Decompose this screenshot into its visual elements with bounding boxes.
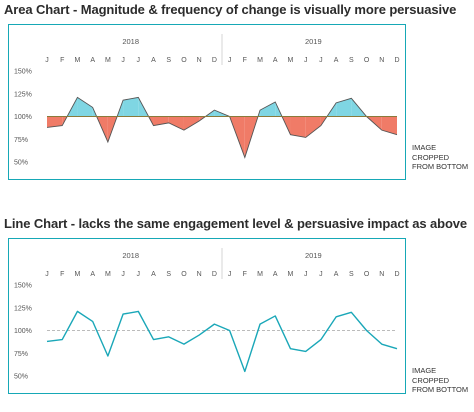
month-tick-label: A <box>334 57 339 64</box>
y-tick-label: 150% <box>14 283 32 290</box>
month-tick-label: N <box>197 271 202 278</box>
month-tick-label: J <box>228 271 232 278</box>
month-tick-label: M <box>257 271 263 278</box>
month-tick-label: F <box>243 57 247 64</box>
month-tick-label: D <box>212 57 217 64</box>
month-tick-label: J <box>304 271 308 278</box>
month-tick-label: S <box>349 271 354 278</box>
y-tick-label: 75% <box>14 137 28 144</box>
month-tick-label: J <box>121 271 125 278</box>
note-line: FROM BOTTOM <box>412 162 469 171</box>
area-below-baseline <box>290 116 306 138</box>
month-tick-label: O <box>181 271 187 278</box>
area-below-baseline <box>183 116 200 131</box>
area-below-baseline <box>381 116 397 135</box>
area-below-baseline <box>244 116 258 158</box>
area-above-baseline <box>336 98 352 117</box>
note-line: IMAGE <box>412 366 437 375</box>
area-above-baseline <box>260 101 276 117</box>
series-line <box>46 310 398 373</box>
month-tick-label: J <box>121 57 125 64</box>
year-label: 2018 <box>122 251 139 260</box>
note-line: CROPPED <box>412 375 450 385</box>
area-below-baseline <box>168 116 184 131</box>
y-tick-label: 100% <box>14 114 32 121</box>
month-tick-label: J <box>45 57 49 64</box>
month-tick-label: M <box>288 271 294 278</box>
month-tick-label: A <box>273 271 278 278</box>
month-tick-label: M <box>105 271 111 278</box>
y-tick-label: 125% <box>14 91 32 98</box>
month-tick-label: M <box>105 57 111 64</box>
month-tick-label: O <box>181 57 187 64</box>
month-tick-label: N <box>197 57 202 64</box>
month-tick-label: M <box>75 57 81 64</box>
month-tick-label: N <box>379 271 384 278</box>
note-line: IMAGE <box>412 143 437 152</box>
area-chart: 2018 2019 J F M A M J J A S O N D J F M A M J J A S O N D 150% 125%… <box>14 34 400 167</box>
line-chart: 2018 2019 J F M A M J J A S O N D J F M A M J J A S O N D 150% 125%… <box>14 248 400 381</box>
year-label: 2019 <box>305 251 322 260</box>
month-tick-label: J <box>319 57 323 64</box>
area-below-baseline <box>47 116 63 128</box>
month-tick-label: O <box>364 271 370 278</box>
month-tick-label: S <box>349 57 354 64</box>
month-tick-label: D <box>394 271 399 278</box>
note-line: CROPPED <box>412 152 450 162</box>
series-line <box>46 96 398 159</box>
note-line: FROM BOTTOM <box>412 385 469 394</box>
month-tick-label: D <box>394 57 399 64</box>
month-tick-label: F <box>243 271 247 278</box>
area-chart-frame: 2018 2019 J F M A M J J A S O N D J F M A M J J A S O N D 150% 125%… <box>8 24 406 180</box>
month-tick-label: A <box>90 57 95 64</box>
area-above-baseline <box>77 97 93 117</box>
month-tick-label: S <box>166 271 171 278</box>
area-above-baseline <box>123 97 139 117</box>
month-tick-label: F <box>60 57 64 64</box>
month-tick-label: J <box>319 271 323 278</box>
line-chart-crop-note: IMAGE CROPPED FROM BOTTOM <box>412 366 468 395</box>
month-tick-label: A <box>151 271 156 278</box>
month-tick-label: J <box>137 57 141 64</box>
month-tick-label: M <box>257 57 263 64</box>
y-tick-label: 125% <box>14 305 32 312</box>
line-chart-heading: Line Chart - lacks the same engagement l… <box>4 216 468 231</box>
area-below-baseline <box>305 116 321 138</box>
month-tick-label: F <box>60 271 64 278</box>
y-tick-label: 50% <box>14 374 28 381</box>
area-chart-heading: Area Chart - Magnitude & frequency of ch… <box>4 2 457 17</box>
month-tick-label: S <box>166 57 171 64</box>
year-label: 2019 <box>305 37 322 46</box>
month-tick-label: A <box>273 57 278 64</box>
line-chart-frame: 2018 2019 J F M A M J J A S O N D J F M A M J J A S O N D 150% 125%… <box>8 238 406 394</box>
year-label: 2018 <box>122 37 139 46</box>
month-tick-label: A <box>334 271 339 278</box>
y-tick-label: 50% <box>14 160 28 167</box>
month-tick-label: D <box>212 271 217 278</box>
month-tick-label: J <box>304 57 308 64</box>
month-tick-label: J <box>228 57 232 64</box>
y-tick-label: 75% <box>14 351 28 358</box>
month-tick-label: N <box>379 57 384 64</box>
area-below-baseline <box>107 116 118 142</box>
month-tick-label: O <box>364 57 370 64</box>
y-tick-label: 100% <box>14 328 32 335</box>
month-tick-label: M <box>288 57 294 64</box>
y-tick-label: 150% <box>14 69 32 76</box>
month-tick-label: A <box>90 271 95 278</box>
month-tick-label: J <box>137 271 141 278</box>
area-chart-crop-note: IMAGE CROPPED FROM BOTTOM <box>412 143 468 172</box>
month-tick-label: A <box>151 57 156 64</box>
month-tick-label: M <box>75 271 81 278</box>
month-tick-label: J <box>45 271 49 278</box>
